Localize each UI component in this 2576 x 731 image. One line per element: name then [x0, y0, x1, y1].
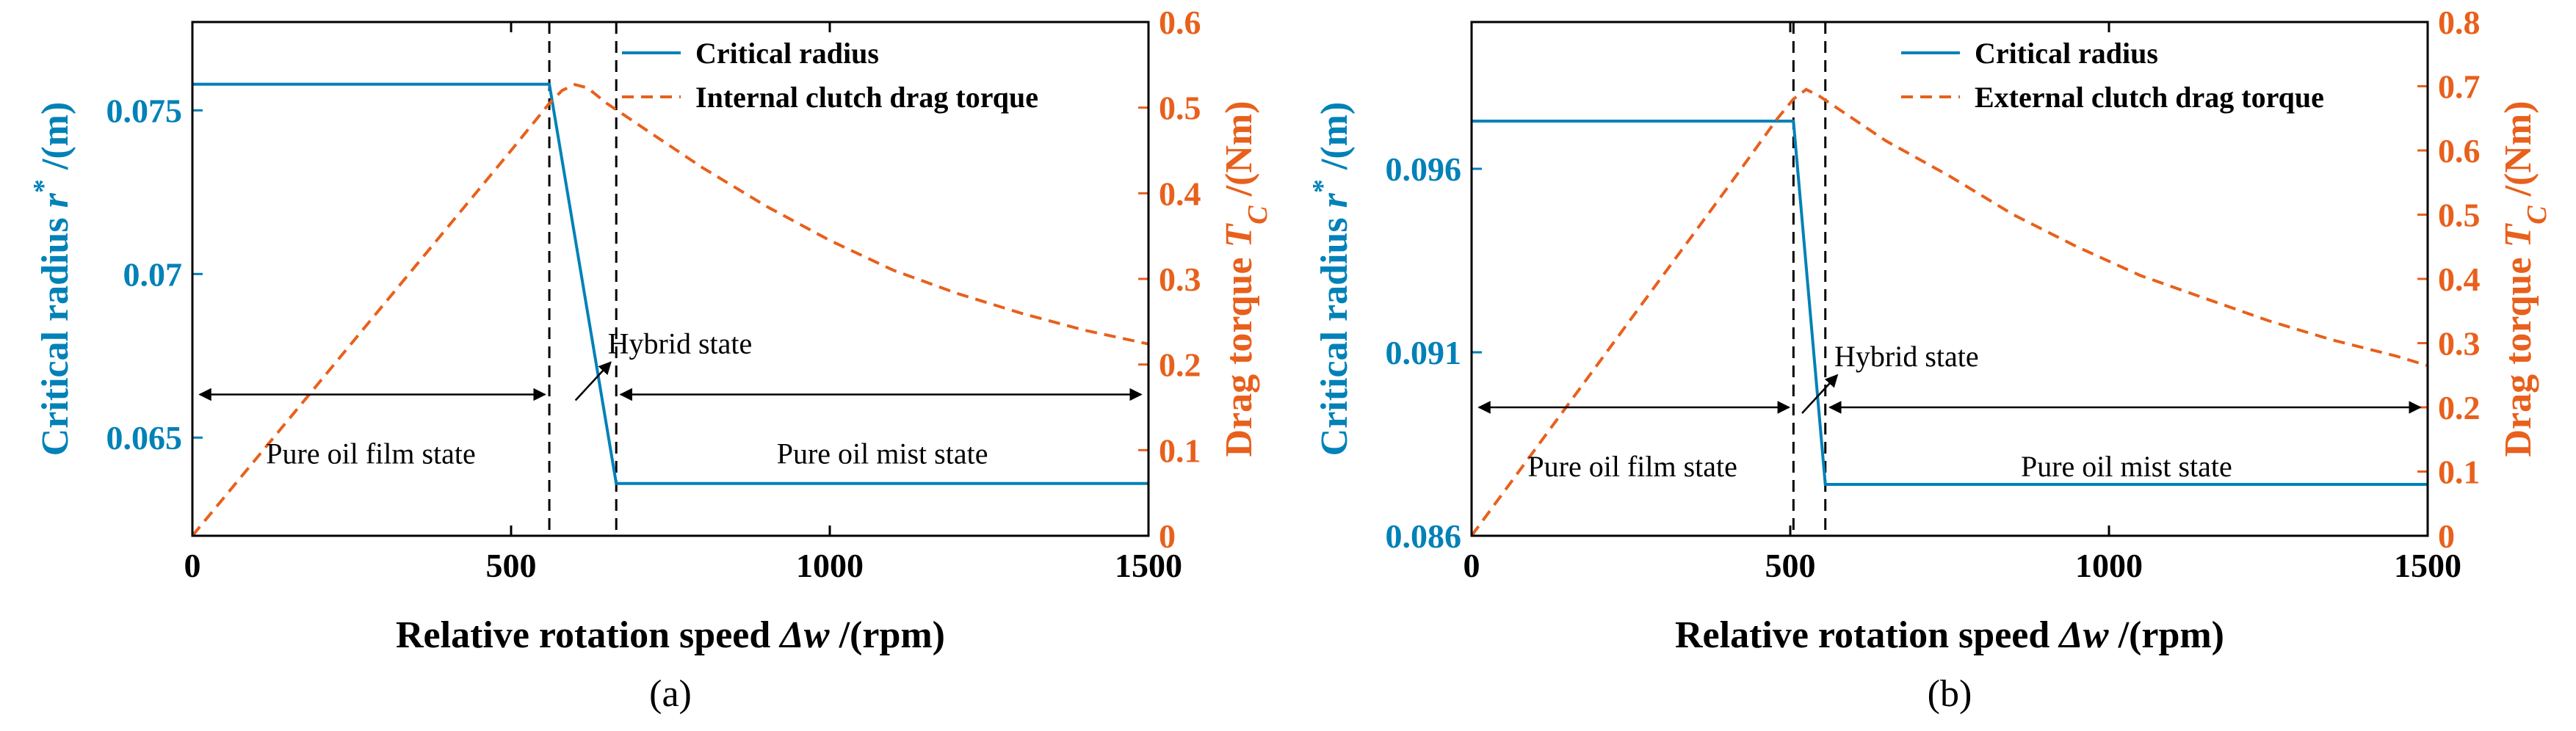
panel-b-caption: (b) — [1928, 673, 1972, 715]
panel-b-right-tick-label-4: 0.4 — [2438, 261, 2481, 298]
panel-a-left-label-symbol: r — [35, 192, 76, 208]
panel-a-annotation-film: Pure oil film state — [266, 437, 476, 470]
panel-b-right-label-sub: C — [2522, 206, 2553, 225]
panel-b-x-axis-label: Relative rotation speed Δw /(rpm) — [1675, 614, 2224, 656]
panel-a-left-ticks: 0.065 0.07 0.075 — [106, 92, 203, 457]
panel-b-annotation-mist: Pure oil mist state — [2021, 450, 2232, 483]
panel-a-left-axis-label: Critical radius r* /(m) — [28, 102, 76, 457]
panel-b-left-axis-label: Critical radius r* /(m) — [1307, 102, 1356, 457]
panel-a-left-label-main: Critical radius — [35, 208, 76, 456]
panel-b-left-label-main: Critical radius — [1314, 208, 1356, 456]
panel-b-x-tick-label-2: 1000 — [2075, 547, 2143, 584]
panel-b-frame — [1470, 21, 2429, 537]
panel-a-right-ticks: 0 0.1 0.2 0.3 0.4 0.5 0.6 — [1138, 4, 1201, 555]
panel-a-right-tick-label-5: 0.5 — [1159, 90, 1201, 127]
panel-a-hybrid-arrow — [574, 361, 612, 401]
panel-b-right-ticks: 0 0.1 0.2 0.3 0.4 0.5 0.6 0.7 0.8 — [2417, 4, 2481, 555]
panel-a-x-label-unit: /(rpm) — [830, 614, 945, 656]
panel-b-right-tick-label-5: 0.5 — [2438, 197, 2481, 234]
panel-a-right-tick-label-1: 0.1 — [1159, 432, 1201, 469]
panel-b-x-tick-label-1: 500 — [1765, 547, 1816, 584]
panel-b-left-tick-label-2: 0.096 — [1386, 150, 1462, 188]
panel-b-x-label-main: Relative rotation speed — [1675, 614, 2059, 656]
panel-b-hybrid-arrow — [1801, 374, 1839, 414]
panel-a-caption: (a) — [649, 673, 692, 715]
panel-b-right-label-main: Drag torque — [2497, 248, 2539, 457]
panel-a-right-label-unit: /(Nm) — [1218, 101, 1260, 206]
panel-a-left-label-sup: * — [28, 179, 59, 193]
panel-b-left-label-symbol: r — [1314, 192, 1356, 208]
panel-b-right-label-symbol: T — [2497, 223, 2539, 248]
panel-a-right-tick-label-3: 0.3 — [1159, 261, 1201, 298]
panel-a-x-axis-label: Relative rotation speed Δw /(rpm) — [396, 614, 945, 656]
panel-a-annotation-mist: Pure oil mist state — [777, 437, 988, 470]
panel-b-left-tick-label-1: 0.091 — [1386, 334, 1462, 371]
panel-b-right-tick-label-8: 0.8 — [2438, 4, 2481, 41]
panel-a-frame — [191, 21, 1150, 537]
panel-a-right-tick-label-6: 0.6 — [1159, 4, 1201, 41]
panel-a-x-tick-label-1: 500 — [486, 547, 537, 584]
panel-b-right-tick-label-0: 0 — [2438, 517, 2455, 555]
panel-a-right-tick-label-2: 0.2 — [1159, 346, 1201, 384]
panel-b-right-tick-label-7: 0.7 — [2438, 68, 2481, 106]
panel-a-left-tick-label-1: 0.07 — [123, 255, 183, 293]
panel-a-x-label-symbol: Δw — [778, 614, 830, 656]
panel-a-series-critical-radius — [192, 82, 1148, 485]
panel-a-x-label-main: Relative rotation speed — [396, 614, 780, 656]
panel-a-legend-label-radius: Critical radius — [695, 37, 879, 70]
panel-a-x-tick-label-2: 1000 — [796, 547, 864, 584]
panel-a-left-tick-label-2: 0.075 — [106, 92, 183, 129]
panel-b-left-ticks: 0.086 0.091 0.096 — [1386, 150, 1482, 555]
panel-a-right-label-main: Drag torque — [1218, 248, 1260, 457]
panel-a-right-label-symbol: T — [1218, 223, 1260, 248]
panel-a-x-ticks: 0 500 1000 1500 — [184, 22, 1182, 584]
panel-a-left-label-unit: /(m) — [35, 102, 76, 179]
panel-b-left-tick-label-0: 0.086 — [1386, 517, 1462, 555]
panel-a-right-tick-label-0: 0 — [1159, 517, 1176, 555]
panel-b-right-axis-label: Drag torque TC /(Nm) — [2497, 101, 2553, 457]
panel-b-right-tick-label-6: 0.6 — [2438, 132, 2481, 170]
panel-b-series-critical-radius — [1472, 120, 2428, 486]
panel-b-x-tick-label-0: 0 — [1464, 547, 1480, 584]
panel-b-x-label-unit: /(rpm) — [2109, 614, 2224, 656]
panel-b-right-tick-label-1: 0.1 — [2438, 454, 2481, 491]
panel-b-x-ticks: 0 500 1000 1500 — [1464, 22, 2461, 584]
panel-a-annotation-hybrid: Hybrid state — [608, 327, 753, 360]
panel-b-right-tick-label-2: 0.2 — [2438, 389, 2481, 426]
panel-b-right-tick-label-3: 0.3 — [2438, 325, 2481, 363]
panel-a-right-tick-label-4: 0.4 — [1159, 175, 1201, 212]
panel-b-right-label-unit: /(Nm) — [2497, 101, 2539, 206]
panel-b-left-label-unit: /(m) — [1314, 102, 1356, 179]
panel-b-annotation-film: Pure oil film state — [1527, 450, 1737, 483]
panel-a-x-tick-label-3: 1500 — [1115, 547, 1182, 584]
panel-b-x-label-symbol: Δw — [2058, 614, 2109, 656]
panel-b-left-label-sup: * — [1307, 179, 1338, 193]
panel-b-legend-label-radius: Critical radius — [1975, 37, 2158, 70]
panel-a-x-tick-label-0: 0 — [184, 547, 201, 584]
panel-a-left-tick-label-0: 0.065 — [106, 419, 183, 457]
panel-b-x-tick-label-3: 1500 — [2394, 547, 2461, 584]
panel-a-right-axis-label: Drag torque TC /(Nm) — [1218, 101, 1273, 457]
panel-a-series-drag-torque — [191, 83, 1149, 537]
panel-b-annotation-hybrid: Hybrid state — [1834, 340, 1979, 373]
panel-a-right-label-sub: C — [1242, 206, 1273, 225]
panel-a-legend-label-torque: Internal clutch drag torque — [695, 81, 1038, 114]
panel-b-legend-label-torque: External clutch drag torque — [1975, 81, 2324, 114]
chart-panel-a: 0 500 1000 1500 0.065 0.07 0.075 0 0.1 0.2 0.3 0.… — [28, 4, 1273, 715]
